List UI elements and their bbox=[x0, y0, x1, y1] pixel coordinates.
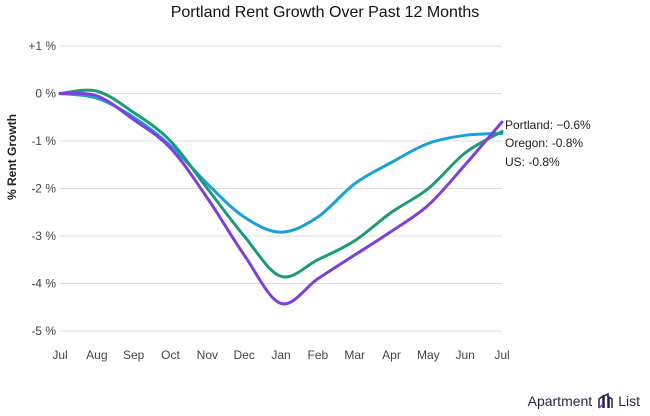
x-tick-label: Oct bbox=[161, 348, 180, 362]
x-tick-label: Mar bbox=[344, 348, 365, 362]
building-logo-icon bbox=[598, 392, 613, 409]
x-tick-label: Sep bbox=[123, 348, 145, 362]
series-line-portland bbox=[58, 91, 504, 306]
brand-logo: Apartment List bbox=[528, 392, 640, 410]
y-tick-label: -5 % bbox=[31, 324, 56, 338]
x-tick-label: May bbox=[417, 348, 440, 362]
y-tick-label: 0 % bbox=[35, 87, 56, 101]
x-tick-label: Jul bbox=[52, 348, 67, 362]
x-tick-label: Jun bbox=[455, 348, 474, 362]
series-end-label-portland: Portland: −0.6% bbox=[505, 118, 591, 132]
y-tick-label: +1 % bbox=[28, 39, 56, 53]
x-tick-label: Feb bbox=[307, 348, 328, 362]
y-tick-label: -3 % bbox=[31, 229, 56, 243]
series-end-label-us: US: -0.8% bbox=[505, 155, 560, 169]
series-line-us bbox=[58, 92, 504, 234]
x-tick-label: Aug bbox=[86, 348, 107, 362]
y-tick-label: -4 % bbox=[31, 277, 56, 291]
brand-name-first: Apartment bbox=[527, 393, 593, 409]
x-tick-label: Nov bbox=[197, 348, 218, 362]
x-tick-label: Dec bbox=[233, 348, 254, 362]
brand-name-second: List bbox=[618, 393, 640, 409]
x-tick-label: Jan bbox=[271, 348, 290, 362]
series-end-label-oregon: Oregon: -0.8% bbox=[505, 136, 583, 150]
y-tick-label: -2 % bbox=[31, 182, 56, 196]
x-tick-label: Jul bbox=[494, 348, 509, 362]
y-tick-label: -1 % bbox=[31, 134, 56, 148]
series-line-oregon bbox=[58, 88, 504, 279]
chart-title: Portland Rent Growth Over Past 12 Months bbox=[170, 4, 480, 21]
x-tick-label: Apr bbox=[382, 348, 401, 362]
